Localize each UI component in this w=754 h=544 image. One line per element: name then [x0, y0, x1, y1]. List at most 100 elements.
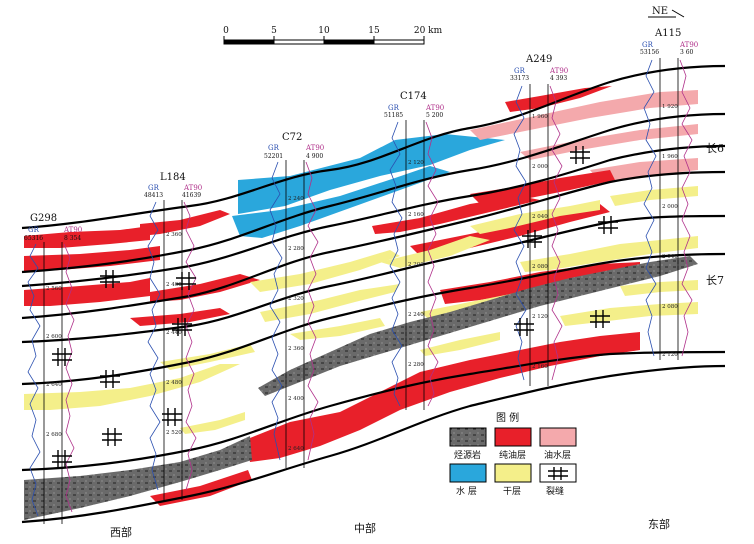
gr-scale: 53156 — [640, 49, 659, 56]
north-arrow: NE — [648, 6, 685, 18]
legend-label: 干层 — [503, 486, 521, 497]
at-curve — [679, 59, 693, 357]
dry-layer — [470, 200, 600, 234]
gr-curve — [513, 85, 527, 381]
legend-label: 纯油层 — [499, 449, 526, 461]
fracture-icon — [522, 230, 542, 248]
scale-tick-label: 5 — [271, 26, 277, 36]
fracture-icon — [52, 348, 72, 366]
boundary-line — [21, 64, 726, 230]
north-arrow-label: NE — [652, 6, 668, 17]
boundary-line — [21, 170, 726, 320]
depth-label: 2 080 — [532, 264, 548, 270]
fracture-icon — [514, 318, 534, 336]
at-scale: 3 60 — [680, 49, 694, 56]
depth-label: 2 040 — [662, 254, 678, 260]
depth-label: 2 240 — [408, 312, 424, 318]
gr-scale: 33173 — [510, 75, 529, 82]
at-curve — [63, 243, 75, 513]
gr-scale: 51185 — [384, 112, 403, 119]
gr-curve — [147, 201, 161, 491]
depth-label: 2 240 — [288, 196, 304, 202]
depth-label: 2 560 — [46, 286, 62, 292]
oil-water-layer — [470, 90, 698, 140]
at-curve — [183, 201, 197, 491]
gr-label: GR — [268, 144, 280, 152]
depth-label: 2 520 — [166, 430, 182, 436]
gr-curve — [27, 243, 41, 517]
well-A249: A249 GR AT90 33173 4 393 1 960 2 000 2 0… — [510, 54, 568, 386]
scale-tick-label: 0 — [223, 26, 229, 36]
depth-label: 2 000 — [662, 204, 678, 210]
depth-label: 1 960 — [662, 154, 678, 160]
scale-tick-label: 10 — [318, 26, 330, 36]
region-label: 中部 — [354, 521, 376, 535]
well-name: C72 — [282, 132, 302, 143]
oil-layer — [24, 226, 150, 248]
at-scale: 4 900 — [306, 153, 323, 160]
at-scale: 5 200 — [426, 112, 443, 119]
depth-label: 2 040 — [532, 214, 548, 220]
legend-item-water: 水 层 — [449, 463, 487, 497]
at-curve — [549, 85, 563, 381]
depth-label: 2 320 — [288, 296, 304, 302]
depth-label: 2 680 — [46, 432, 62, 438]
at-scale: 8 354 — [64, 235, 81, 242]
legend-item-dry: 干层 — [494, 463, 532, 497]
oil-layer — [150, 274, 260, 302]
legend-label: 烃源岩 — [454, 449, 481, 461]
depth-label: 2 160 — [408, 212, 424, 218]
dry-layer — [520, 236, 698, 272]
at-label: AT90 — [679, 41, 698, 49]
depth-label: 2 160 — [532, 364, 548, 370]
well-C174: C174 GR AT90 51185 5 200 2 120 2 160 2 2… — [384, 91, 444, 410]
boundary-line — [21, 350, 726, 472]
at-label: AT90 — [425, 104, 444, 112]
at-scale: 4 393 — [550, 75, 567, 82]
dry-layer — [420, 332, 500, 356]
oil-water-layer — [590, 158, 698, 182]
at-scale: 41639 — [182, 192, 201, 199]
fracture-icon — [548, 467, 568, 480]
fracture-icon — [570, 146, 590, 164]
oil-layer — [24, 246, 160, 272]
dry-layer — [24, 364, 240, 410]
fracture-icon — [102, 428, 122, 446]
boundary-line — [21, 364, 726, 524]
layers-group — [24, 86, 698, 520]
legend-item-fracture: 裂缝 — [539, 463, 577, 497]
gr-label: GR — [148, 184, 160, 192]
fracture-icon — [52, 450, 72, 468]
depth-label: 2 360 — [166, 232, 182, 238]
depth-label: 2 280 — [408, 362, 424, 368]
gr-curve — [269, 161, 283, 461]
scale-tick-label: 15 — [368, 26, 380, 36]
dry-layer — [620, 280, 698, 296]
oil-layer — [245, 332, 640, 462]
fracture-icon — [172, 318, 192, 336]
oil-layer — [140, 210, 230, 236]
depth-label: 2 360 — [288, 346, 304, 352]
source-rock-layer — [258, 256, 698, 396]
gr-scale: 52201 — [264, 153, 283, 160]
fracture-symbols — [52, 146, 618, 468]
oil-layer — [505, 86, 612, 112]
at-label: AT90 — [549, 67, 568, 75]
oil-layer — [440, 262, 640, 304]
fracture-icon — [598, 216, 618, 234]
well-G298: G298 GR AT90 65316 8 354 2 560 2 600 2 6… — [24, 213, 82, 524]
gr-scale: 65316 — [24, 235, 43, 242]
depth-label: 2 120 — [532, 314, 548, 320]
depth-label: 2 120 — [662, 352, 678, 358]
depth-label: 2 120 — [408, 160, 424, 166]
depth-label: 2 640 — [288, 446, 304, 452]
at-curve — [305, 161, 319, 461]
at-curve — [425, 121, 439, 407]
dry-layer — [380, 236, 490, 268]
fracture-icon — [100, 270, 120, 288]
legend-item-oil: 纯油层 — [494, 427, 532, 461]
source-rock-layer — [24, 436, 252, 520]
dry-layer — [560, 302, 698, 326]
stratum-label: 长6 — [706, 142, 724, 155]
